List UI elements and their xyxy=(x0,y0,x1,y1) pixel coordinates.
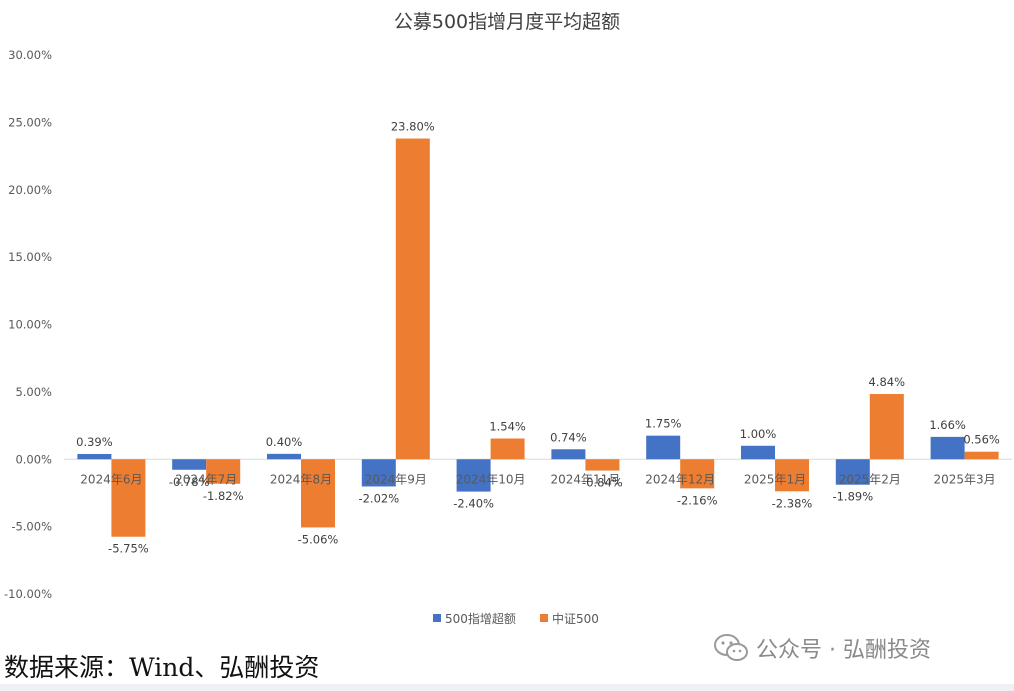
x-tick-label: 2024年9月 xyxy=(365,472,427,486)
bar-csi500 xyxy=(111,459,146,537)
bar-csi500 xyxy=(964,451,999,460)
bottom-strip xyxy=(0,684,1014,691)
data-label: 23.80% xyxy=(391,120,435,134)
x-tick-label: 2024年7月 xyxy=(175,472,237,486)
x-tick-label: 2024年6月 xyxy=(80,472,142,486)
y-tick-label: 10.00% xyxy=(8,318,52,332)
bar-500-excess xyxy=(267,453,301,460)
x-axis-categories: 2024年6月 2024年7月 2024年8月 2024年9月 2024年10月 2024… xyxy=(80,472,995,486)
legend-label: 500指增超额 xyxy=(445,611,516,626)
bar-csi500 xyxy=(869,394,904,460)
x-tick-label: 2025年2月 xyxy=(839,472,901,486)
data-label: -2.02% xyxy=(358,491,399,505)
bar-500-excess xyxy=(741,445,775,460)
wechat-icon xyxy=(714,634,748,661)
data-label: -0.84% xyxy=(582,476,623,490)
y-tick-label: 25.00% xyxy=(8,115,52,129)
bar-csi500 xyxy=(206,459,241,484)
bar-500-excess xyxy=(835,459,870,485)
y-tick-label: -5.00% xyxy=(11,520,52,534)
watermark-text: 公众号 · 弘酬投资 xyxy=(756,638,931,663)
bar-500-excess xyxy=(361,459,396,487)
bars xyxy=(77,138,999,537)
watermark: 公众号 · 弘酬投资 xyxy=(714,630,931,666)
bar-500-excess xyxy=(456,459,491,492)
x-tick-label: 2024年8月 xyxy=(270,472,332,486)
data-label: 0.40% xyxy=(266,435,303,449)
y-tick-label: 15.00% xyxy=(8,250,52,264)
data-label: 1.54% xyxy=(489,419,526,433)
data-label: -1.82% xyxy=(203,489,244,503)
legend-label: 中证500 xyxy=(552,611,599,626)
data-label: 4.84% xyxy=(869,375,906,389)
x-tick-label: 2025年3月 xyxy=(934,472,996,486)
y-tick-label: 5.00% xyxy=(15,385,52,399)
data-label: 1.66% xyxy=(929,418,966,432)
legend-swatch xyxy=(540,614,548,622)
data-label: 1.75% xyxy=(645,417,682,431)
bar-500-excess xyxy=(172,459,207,470)
y-tick-label: -10.00% xyxy=(4,587,52,601)
bar-csi500 xyxy=(680,459,715,489)
bar-500-excess xyxy=(551,449,586,460)
bar-csi500 xyxy=(490,438,525,460)
x-tick-label: 2025年1月 xyxy=(744,472,806,486)
data-label: 0.56% xyxy=(963,433,1000,447)
data-label: 1.00% xyxy=(740,427,777,441)
data-label: -2.40% xyxy=(453,497,494,511)
y-tick-label: 30.00% xyxy=(8,48,52,62)
bar-csi500 xyxy=(395,138,430,460)
bar-chart: 公募500指增月度平均超额 -10.00% -5.00% 0.00% 5.00% 10.… xyxy=(4,11,1012,626)
data-label: -1.89% xyxy=(832,490,873,504)
x-tick-label: 2024年10月 xyxy=(456,472,526,486)
data-label: 0.39% xyxy=(76,435,113,449)
bar-500-excess xyxy=(930,436,965,460)
bar-500-excess xyxy=(77,453,112,460)
data-label: 0.74% xyxy=(550,430,587,444)
source-note: 数据来源：Wind、弘酬投资 xyxy=(4,653,320,682)
bar-500-excess xyxy=(646,435,681,460)
y-axis-ticks: -10.00% -5.00% 0.00% 5.00% 10.00% 15.00% 20.00… xyxy=(4,48,52,601)
data-label: -5.75% xyxy=(108,542,149,556)
y-tick-label: 0.00% xyxy=(15,452,52,466)
bar-csi500 xyxy=(585,459,620,471)
data-label: -2.38% xyxy=(772,496,813,510)
data-label: -0.78% xyxy=(169,475,210,489)
legend-swatch xyxy=(433,614,441,622)
bar-csi500 xyxy=(301,459,335,528)
x-tick-label: 2024年11月 xyxy=(550,472,620,486)
data-label: -5.06% xyxy=(298,532,339,546)
data-label: -2.16% xyxy=(677,493,718,507)
chart-title: 公募500指增月度平均超额 xyxy=(394,11,620,33)
y-tick-label: 20.00% xyxy=(8,183,52,197)
data-labels: 0.39% -0.78% 0.40% -2.02% -2.40% 0.74% 1.75% 1.… xyxy=(76,120,1000,556)
bar-csi500 xyxy=(775,459,809,492)
x-tick-label: 2024年12月 xyxy=(645,472,715,486)
legend: 500指增超额 中证500 xyxy=(433,611,599,626)
